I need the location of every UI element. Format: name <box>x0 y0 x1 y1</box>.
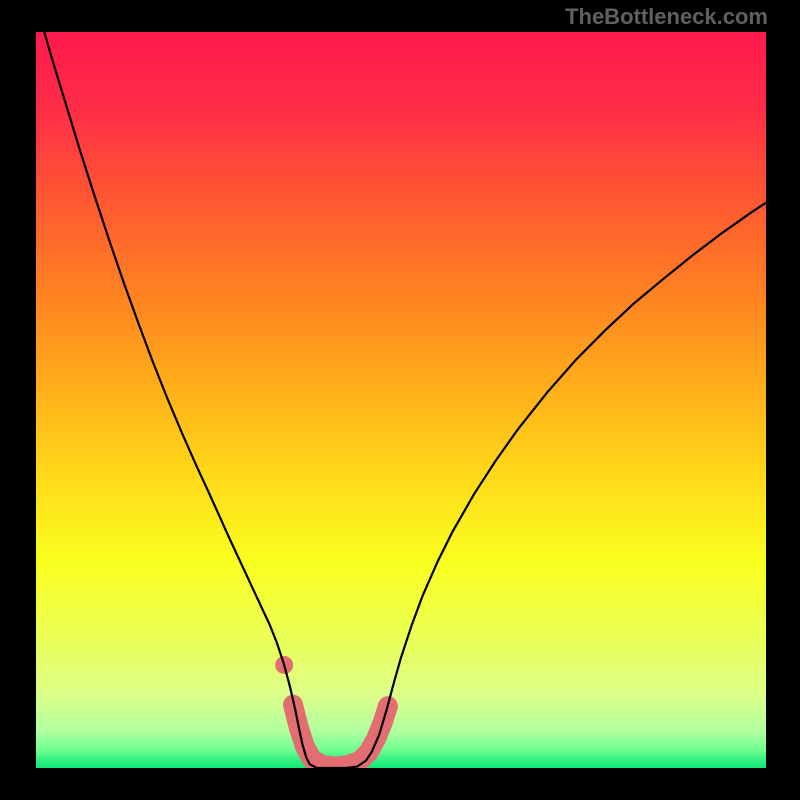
plot-svg <box>36 32 766 768</box>
chart-frame: TheBottleneck.com <box>0 0 800 800</box>
plot-area <box>36 32 766 768</box>
watermark-label: TheBottleneck.com <box>565 4 768 30</box>
